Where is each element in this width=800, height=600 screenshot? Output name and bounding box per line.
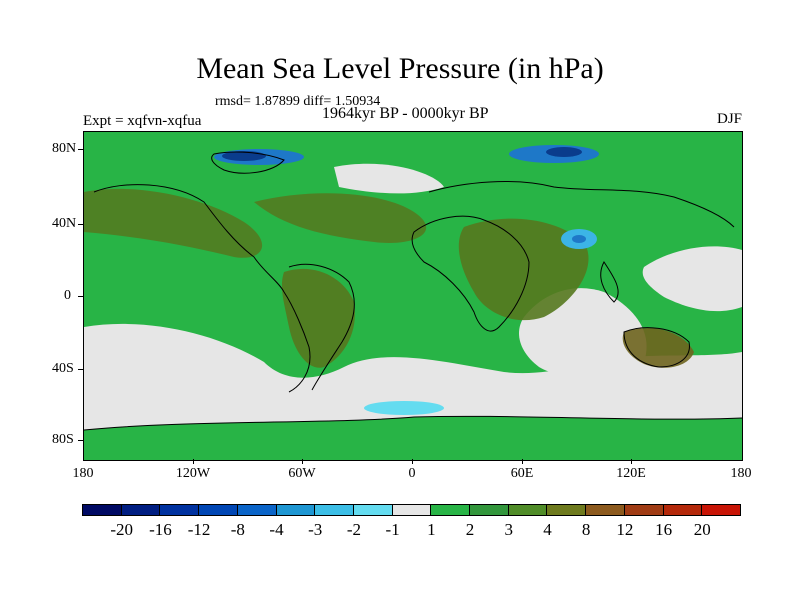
field-antarctica bbox=[84, 416, 742, 460]
colorbar-cell bbox=[391, 504, 432, 516]
colorbar-cell bbox=[469, 504, 509, 516]
y-tick bbox=[78, 296, 83, 297]
lat-label-80n: 80N bbox=[52, 141, 77, 156]
lat-label-80s: 80S bbox=[52, 432, 74, 447]
colorbar-cell bbox=[662, 504, 703, 516]
x-tick bbox=[302, 459, 303, 464]
field-negative-southern-ocean bbox=[364, 401, 444, 415]
y-tick bbox=[78, 224, 83, 225]
lat-label-40s: 40S bbox=[52, 361, 74, 376]
lon-label-180e: 180 bbox=[730, 466, 752, 481]
colorbar-label: 2 bbox=[465, 520, 475, 539]
lon-label-0: 0 bbox=[408, 466, 416, 481]
field-positive-north-atlantic bbox=[254, 193, 427, 243]
y-tick bbox=[78, 369, 83, 370]
colorbar-cell bbox=[430, 504, 471, 516]
colorbar-cell bbox=[159, 504, 200, 516]
coastlines bbox=[84, 151, 742, 431]
lon-label-120e: 120E bbox=[616, 466, 646, 481]
chart-title: Mean Sea Level Pressure (in hPa) bbox=[196, 52, 604, 85]
colorbar-cell bbox=[623, 504, 664, 516]
x-tick bbox=[522, 459, 523, 464]
colorbar-cell bbox=[275, 504, 316, 516]
lat-label-equator: 0 bbox=[64, 288, 71, 303]
colorbar-cell bbox=[546, 504, 587, 516]
experiment-label: Expt = xqfvn-xqfua bbox=[83, 113, 202, 129]
field-positive-south-america bbox=[281, 268, 355, 368]
colorbar-label: -1 bbox=[385, 520, 400, 539]
pressure-map bbox=[83, 131, 743, 461]
lon-label-120w: 120W bbox=[175, 466, 211, 481]
colorbar-label: -8 bbox=[230, 520, 245, 539]
colorbar-label: 1 bbox=[427, 520, 436, 539]
x-tick bbox=[412, 459, 413, 464]
season-label: DJF bbox=[716, 111, 742, 127]
colorbar-label: -20 bbox=[110, 520, 134, 539]
field-positive-australia bbox=[622, 328, 694, 368]
colorbar-label: 4 bbox=[543, 520, 552, 539]
colorbar-cell bbox=[507, 504, 548, 516]
colorbar-label: -4 bbox=[269, 520, 284, 539]
lon-label-60w: 60W bbox=[288, 466, 316, 481]
y-tick bbox=[78, 440, 83, 441]
colorbar-cell bbox=[314, 504, 354, 516]
colorbar-cell bbox=[82, 504, 122, 516]
colorbar-label: 8 bbox=[581, 520, 591, 539]
lon-label-180w: 180 bbox=[72, 466, 94, 481]
colorbar-label: -12 bbox=[187, 520, 211, 539]
field-negative-siberia-core bbox=[546, 147, 582, 157]
lat-label-40n: 40N bbox=[52, 216, 77, 231]
colorbar-label: -16 bbox=[149, 520, 172, 539]
rmsd-diff-stats: rmsd= 1.87899 diff= 1.50934 bbox=[215, 94, 381, 109]
y-tick bbox=[78, 149, 83, 150]
colorbar-cell bbox=[198, 504, 238, 516]
colorbar-cell bbox=[236, 504, 277, 516]
colorbar bbox=[82, 504, 741, 516]
colorbar-label: 16 bbox=[655, 520, 673, 539]
field-positive-north-pacific bbox=[84, 188, 263, 258]
x-tick bbox=[193, 459, 194, 464]
colorbar-label: -2 bbox=[346, 520, 362, 539]
colorbar-cell bbox=[352, 504, 393, 516]
field-near-zero-arctic bbox=[334, 163, 444, 194]
colorbar-label: 20 bbox=[693, 520, 711, 539]
field-positive-africa bbox=[458, 218, 589, 321]
colorbar-label: 12 bbox=[616, 520, 634, 539]
colorbar-label: 3 bbox=[504, 520, 514, 539]
colorbar-cell bbox=[701, 504, 741, 516]
colorbar-label: -3 bbox=[308, 520, 323, 539]
colorbar-cell bbox=[585, 504, 625, 516]
field-near-zero-west-pacific bbox=[642, 246, 742, 312]
field-near-zero-south bbox=[84, 323, 742, 432]
colorbar-labels: -20 -16 -12 -8 -4 -3 -2 -1 1 2 3 4 8 12 16 20 bbox=[0, 520, 800, 540]
field-negative-tibet-core bbox=[572, 235, 586, 243]
lon-label-60e: 60E bbox=[510, 466, 534, 481]
colorbar-cell bbox=[120, 504, 161, 516]
x-tick bbox=[631, 459, 632, 464]
period-label: 1964kyr BP - 0000kyr BP bbox=[322, 105, 489, 122]
map-canvas bbox=[84, 132, 742, 460]
